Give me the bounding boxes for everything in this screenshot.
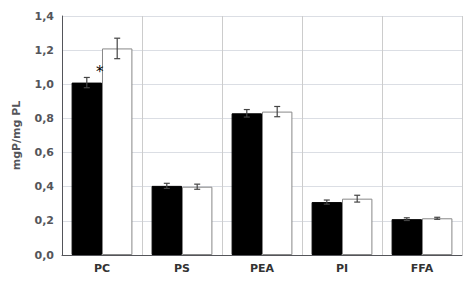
svg-text:0,4: 0,4 bbox=[35, 180, 55, 193]
svg-text:0,8: 0,8 bbox=[35, 112, 55, 125]
svg-text:PC: PC bbox=[94, 262, 110, 275]
svg-text:1,4: 1,4 bbox=[35, 10, 55, 23]
svg-text:0,0: 0,0 bbox=[35, 249, 55, 262]
svg-text:mgP/mg PL: mgP/mg PL bbox=[10, 101, 23, 171]
svg-text:FFA: FFA bbox=[411, 262, 434, 275]
svg-text:0,6: 0,6 bbox=[35, 146, 55, 159]
svg-text:PI: PI bbox=[336, 262, 348, 275]
svg-text:1,0: 1,0 bbox=[35, 78, 55, 91]
svg-text:PEA: PEA bbox=[250, 262, 275, 275]
svg-text:0,2: 0,2 bbox=[35, 214, 55, 227]
svg-text:*: * bbox=[96, 63, 104, 81]
svg-text:PS: PS bbox=[174, 262, 190, 275]
svg-text:1,2: 1,2 bbox=[35, 44, 55, 57]
